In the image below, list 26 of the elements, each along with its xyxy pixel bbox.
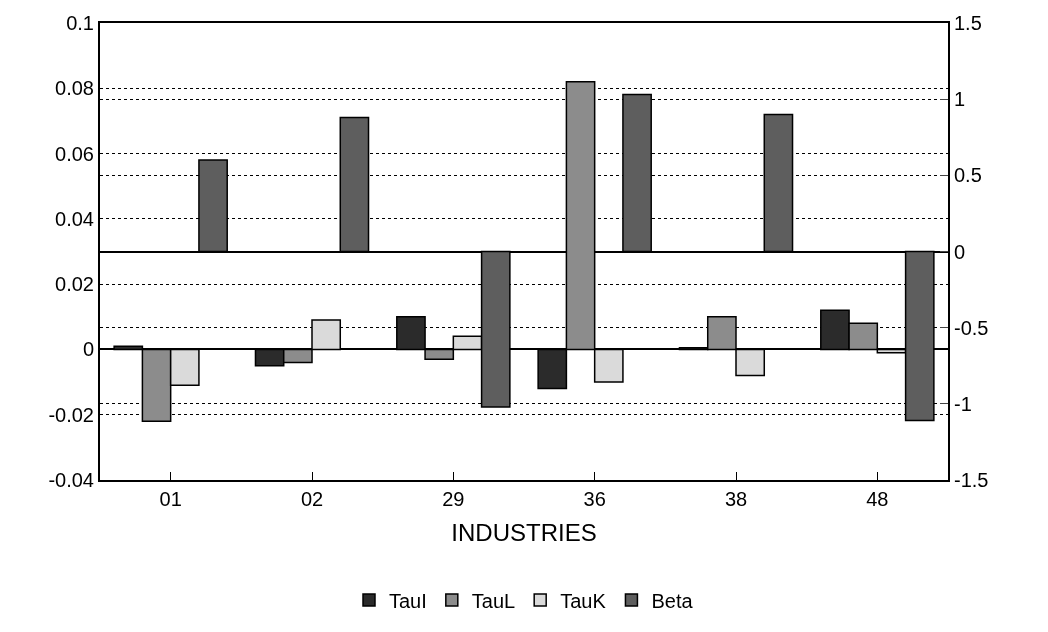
x-tick-label: 36 (583, 488, 606, 510)
x-axis-title: INDUSTRIES (451, 518, 597, 546)
y2-tick-label: -0.5 (954, 316, 989, 339)
y-tick-label: 0.06 (55, 142, 94, 165)
legend-label: Beta (651, 589, 694, 612)
y2-tick-label: 1.5 (954, 12, 982, 34)
y-tick-label: 0.02 (55, 273, 94, 296)
x-tick-label: 02 (300, 488, 324, 510)
x-tick-label: 48 (866, 488, 889, 510)
x-tick-label: 29 (442, 488, 465, 510)
legend-label: TauI (389, 589, 427, 612)
y2-tick-label: 1 (954, 88, 966, 111)
y-tick-label: 0 (82, 338, 94, 361)
y2-tick-label: -1.5 (954, 469, 989, 491)
y2-tick-label: 0.5 (954, 164, 982, 187)
legend-label: TauL (471, 589, 516, 612)
y2-tick-label: 0 (954, 240, 966, 263)
y-tick-label: 0.1 (66, 12, 94, 34)
y2-tick-label: -1 (954, 392, 972, 415)
x-tick-label: 01 (159, 488, 182, 510)
y-tick-label: -0.04 (48, 469, 94, 491)
legend-label: TauK (560, 589, 607, 612)
x-tick-label: 38 (724, 488, 748, 510)
y-tick-label: 0.08 (55, 77, 94, 100)
y-tick-label: -0.02 (48, 403, 94, 426)
y-tick-label: 0.04 (55, 207, 94, 230)
